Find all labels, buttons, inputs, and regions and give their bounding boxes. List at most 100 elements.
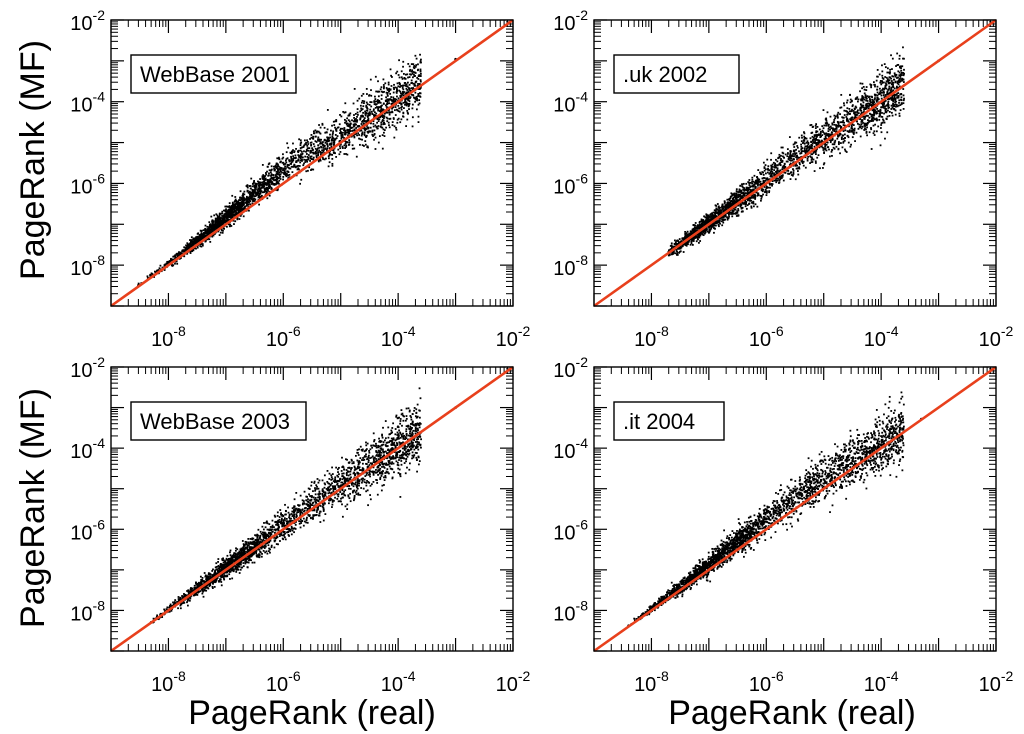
scatter-point — [419, 53, 421, 56]
scatter-point — [196, 245, 199, 247]
scatter-point — [282, 175, 285, 178]
scatter-point — [380, 90, 383, 93]
scatter-point — [735, 212, 737, 215]
scatter-point — [242, 204, 245, 206]
scatter-point — [394, 114, 397, 116]
scatter-point — [263, 176, 265, 179]
scatter-point — [327, 157, 330, 160]
scatter-point — [275, 177, 278, 180]
scatter-point — [347, 134, 349, 137]
scatter-point — [760, 195, 763, 197]
scatter-point — [227, 215, 230, 218]
scatter-point — [398, 76, 401, 79]
scatter-point — [827, 130, 830, 133]
scatter-point — [189, 242, 192, 245]
scatter-point — [742, 202, 744, 205]
scatter-point — [902, 81, 905, 83]
scatter-point — [717, 205, 720, 208]
scatter-point — [366, 145, 369, 148]
scatter-point — [346, 117, 349, 120]
scatter-point — [735, 188, 738, 191]
scatter-point — [276, 170, 279, 173]
scatter-point — [688, 232, 691, 235]
scatter-point — [779, 159, 782, 162]
scatter-point — [360, 115, 363, 118]
scatter-point — [678, 238, 681, 240]
scatter-point — [358, 125, 361, 127]
scatter-point — [187, 245, 189, 248]
scatter-point — [671, 253, 674, 255]
scatter-point — [264, 177, 267, 180]
scatter-point — [177, 252, 180, 255]
scatter-point — [899, 109, 902, 112]
scatter-point — [751, 201, 753, 204]
scatter-point — [687, 241, 690, 243]
scatter-point — [339, 143, 342, 146]
scatter-point — [200, 233, 203, 236]
scatter-point — [322, 147, 325, 149]
scatter-point — [409, 89, 412, 92]
scatter-point — [237, 204, 240, 207]
scatter-point — [812, 138, 814, 141]
scatter-point — [896, 52, 899, 55]
scatter-point — [314, 152, 317, 155]
scatter-point — [864, 96, 867, 99]
scatter-point — [842, 134, 845, 137]
scatter-point — [353, 118, 356, 121]
scatter-point — [823, 147, 825, 150]
scatter-point — [266, 165, 269, 168]
scatter-point — [261, 183, 264, 186]
scatter-point — [321, 122, 324, 125]
scatter-point — [307, 156, 310, 159]
scatter-point — [282, 156, 285, 159]
scatter-point — [775, 181, 778, 184]
scatter-point — [263, 178, 265, 181]
scatter-point — [696, 225, 699, 228]
scatter-point — [357, 132, 360, 135]
scatter-point — [770, 165, 773, 168]
scatter-point — [756, 177, 759, 180]
scatter-point — [200, 232, 203, 235]
scatter-point — [407, 63, 410, 65]
scatter-point — [399, 86, 401, 88]
scatter-point — [686, 234, 689, 236]
scatter-point — [371, 133, 374, 136]
scatter-point — [400, 103, 403, 106]
scatter-point — [800, 134, 803, 137]
scatter-point — [850, 130, 853, 133]
scatter-point — [345, 122, 348, 125]
scatter-point — [806, 146, 809, 148]
scatter-point — [320, 146, 323, 149]
scatter-point — [822, 131, 825, 134]
scatter-point — [763, 169, 766, 172]
scatter-point — [890, 77, 893, 80]
scatter-point — [847, 120, 850, 123]
scatter-point — [418, 74, 421, 77]
scatter-point — [410, 82, 413, 84]
scatter-point — [228, 219, 230, 221]
scatter-point — [806, 150, 809, 153]
scatter-point — [409, 68, 412, 71]
scatter-point — [869, 100, 872, 103]
scatter-point — [374, 106, 377, 109]
scatter-point — [374, 98, 377, 100]
scatter-point — [729, 203, 732, 206]
scatter-point — [330, 129, 332, 132]
scatter-point — [356, 108, 359, 110]
scatter-point — [338, 145, 341, 148]
data-point — [309, 149, 312, 153]
scatter-point — [259, 178, 261, 180]
scatter-point — [348, 128, 351, 131]
scatter-point — [264, 189, 267, 192]
scatter-point — [714, 212, 716, 215]
scatter-point — [691, 243, 694, 246]
scatter-point — [735, 197, 737, 200]
scatter-point — [306, 158, 309, 161]
scatter-point — [402, 101, 405, 104]
scatter-point — [697, 235, 699, 238]
scatter-point — [836, 114, 839, 117]
scatter-point — [845, 110, 847, 112]
scatter-point — [883, 102, 885, 105]
scatter-point — [318, 146, 321, 149]
scatter-point — [789, 154, 792, 157]
